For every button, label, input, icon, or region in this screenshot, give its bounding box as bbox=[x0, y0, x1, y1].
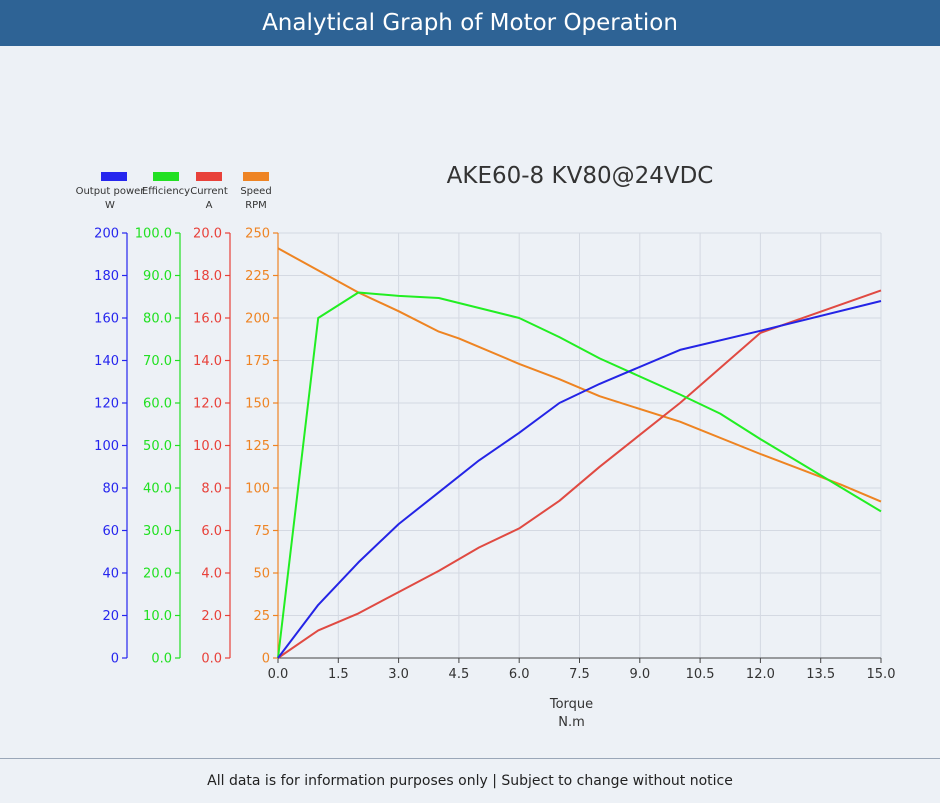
x-tick-label: 9.0 bbox=[629, 667, 650, 682]
footer-divider bbox=[0, 758, 940, 759]
y-tick-label-eff: 80.0 bbox=[143, 312, 172, 327]
y-tick-label-power: 60 bbox=[102, 524, 119, 539]
x-tick-label: 4.5 bbox=[449, 667, 470, 682]
y-tick-label-speed: 250 bbox=[245, 227, 270, 242]
x-axis-label: Torque bbox=[549, 697, 593, 712]
y-tick-label-eff: 0.0 bbox=[151, 652, 172, 667]
y-tick-label-current: 12.0 bbox=[193, 397, 222, 412]
y-tick-label-current: 18.0 bbox=[193, 269, 222, 284]
y-tick-label-power: 0 bbox=[111, 652, 119, 667]
y-tick-label-current: 0.0 bbox=[201, 652, 222, 667]
y-tick-label-power: 140 bbox=[94, 354, 119, 369]
y-tick-label-speed: 0 bbox=[262, 652, 270, 667]
legend-swatch-speed bbox=[243, 172, 269, 181]
y-tick-label-current: 16.0 bbox=[193, 312, 222, 327]
legend-label-current: Current bbox=[190, 186, 228, 197]
x-tick-label: 10.5 bbox=[686, 667, 715, 682]
y-tick-label-current: 20.0 bbox=[193, 227, 222, 242]
y-tick-label-speed: 125 bbox=[245, 439, 270, 454]
legend-swatch-eff bbox=[153, 172, 179, 181]
footer-note: All data is for information purposes onl… bbox=[207, 773, 733, 789]
y-tick-label-speed: 175 bbox=[245, 354, 270, 369]
y-tick-label-eff: 70.0 bbox=[143, 354, 172, 369]
y-tick-label-power: 200 bbox=[94, 227, 119, 242]
series-line-speed bbox=[277, 247, 882, 503]
y-tick-label-eff: 10.0 bbox=[143, 609, 172, 624]
x-tick-label: 12.0 bbox=[746, 667, 775, 682]
series-line-eff bbox=[277, 291, 882, 659]
y-tick-label-speed: 75 bbox=[253, 524, 270, 539]
legend-label-eff: Efficiency bbox=[142, 186, 190, 197]
page-title: Analytical Graph of Motor Operation bbox=[262, 10, 678, 36]
legend-label-speed: RPM bbox=[245, 200, 267, 211]
y-tick-label-speed: 225 bbox=[245, 269, 270, 284]
y-tick-label-eff: 60.0 bbox=[143, 397, 172, 412]
legend-swatch-power bbox=[101, 172, 127, 181]
y-tick-label-speed: 50 bbox=[253, 567, 270, 582]
x-tick-label: 1.5 bbox=[328, 667, 349, 682]
y-tick-label-eff: 100.0 bbox=[135, 227, 172, 242]
chart-area: 0.0 1.5 3.0 4.5 6.0 7.5 9.0 10.5 12.0 13.5 15.0 Tor… bbox=[0, 46, 940, 757]
y-tick-label-eff: 20.0 bbox=[143, 567, 172, 582]
y-tick-label-eff: 40.0 bbox=[143, 482, 172, 497]
legend-label-power: Output power bbox=[76, 186, 146, 197]
y-tick-label-current: 8.0 bbox=[201, 482, 222, 497]
y-tick-label-eff: 50.0 bbox=[143, 439, 172, 454]
y-tick-label-current: 14.0 bbox=[193, 354, 222, 369]
y-tick-label-current: 4.0 bbox=[201, 567, 222, 582]
y-tick-label-current: 6.0 bbox=[201, 524, 222, 539]
y-tick-label-speed: 25 bbox=[253, 609, 270, 624]
y-tick-label-current: 10.0 bbox=[193, 439, 222, 454]
y-tick-label-speed: 150 bbox=[245, 397, 270, 412]
x-tick-label: 3.0 bbox=[388, 667, 409, 682]
x-tick-label: 15.0 bbox=[867, 667, 896, 682]
y-tick-label-power: 20 bbox=[102, 609, 119, 624]
y-tick-label-power: 180 bbox=[94, 269, 119, 284]
series-line-power bbox=[277, 300, 882, 659]
y-tick-label-speed: 200 bbox=[245, 312, 270, 327]
x-tick-label: 6.0 bbox=[509, 667, 530, 682]
motor-chart: 0.0 1.5 3.0 4.5 6.0 7.5 9.0 10.5 12.0 13.5 15.0 Tor… bbox=[76, 163, 896, 730]
y-tick-label-current: 2.0 bbox=[201, 609, 222, 624]
series-line-current bbox=[277, 289, 882, 659]
legend-label-power: W bbox=[105, 200, 115, 211]
y-tick-label-speed: 100 bbox=[245, 482, 270, 497]
footer: All data is for information purposes onl… bbox=[0, 759, 940, 803]
y-tick-label-eff: 90.0 bbox=[143, 269, 172, 284]
y-tick-label-eff: 30.0 bbox=[143, 524, 172, 539]
y-tick-label-power: 40 bbox=[102, 567, 119, 582]
legend-label-current: A bbox=[206, 200, 213, 211]
y-tick-label-power: 80 bbox=[102, 482, 119, 497]
y-tick-label-power: 100 bbox=[94, 439, 119, 454]
chart-title: AKE60-8 KV80@24VDC bbox=[447, 163, 714, 189]
x-tick-label: 13.5 bbox=[806, 667, 835, 682]
x-tick-label: 7.5 bbox=[569, 667, 590, 682]
x-tick-label: 0.0 bbox=[268, 667, 289, 682]
legend-swatch-current bbox=[196, 172, 222, 181]
y-tick-label-power: 120 bbox=[94, 397, 119, 412]
page-header: Analytical Graph of Motor Operation bbox=[0, 0, 940, 46]
legend-label-speed: Speed bbox=[240, 186, 271, 197]
x-axis-label: N.m bbox=[558, 715, 585, 730]
y-tick-label-power: 160 bbox=[94, 312, 119, 327]
